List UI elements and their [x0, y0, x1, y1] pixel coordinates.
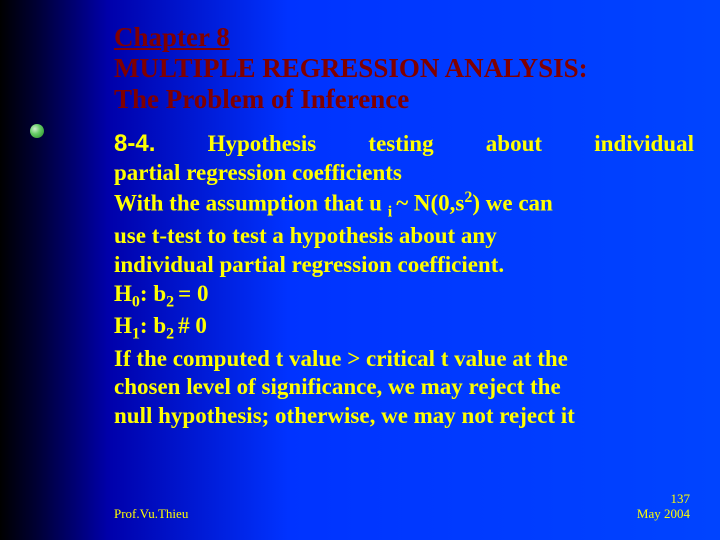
heading-part2: individual [594, 131, 694, 156]
h1-H: H [114, 313, 132, 338]
line3b: ~ N(0, [396, 190, 455, 215]
subscript-i: i [388, 203, 396, 220]
h0-H: H [114, 281, 132, 306]
h0-sub0: 0 [132, 293, 140, 310]
footer-page-number: 137 [637, 491, 690, 507]
line3a: With the assumption that u [114, 190, 388, 215]
h0-eq: = 0 [178, 281, 208, 306]
body-line-8: If the computed t value > critical t val… [114, 345, 694, 374]
body-line-2: partial regression coefficients [114, 159, 694, 188]
heading-part1: Hypothesis testing about [208, 131, 542, 156]
body-line-10: null hypothesis; otherwise, we may not r… [114, 402, 694, 431]
footer-right: 137 May 2004 [637, 491, 690, 522]
h1-sub1: 1 [132, 326, 140, 343]
title-subtitle: The Problem of Inference [114, 84, 694, 115]
slide-content: Chapter 8 MULTIPLE REGRESSION ANALYSIS: … [114, 22, 694, 431]
footer-author: Prof.Vu.Thieu [114, 506, 188, 522]
line8c: at the [507, 346, 568, 371]
h0-colon: : [140, 281, 153, 306]
section-number: 8-4. [114, 130, 155, 157]
h0-sub2: 2 [166, 293, 178, 310]
body-line-9: chosen level of significance, we may rej… [114, 373, 694, 402]
body-line-5: individual partial regression coefficien… [114, 251, 694, 280]
footer-date: May 2004 [637, 506, 690, 522]
body-text: 8-4. Hypothesis testing about individual… [114, 129, 694, 431]
line8b-emphasis: computed t value > critical t value [173, 346, 507, 371]
h1-neq: # 0 [178, 313, 207, 338]
line3c: ) we can [472, 190, 552, 215]
section-heading: 8-4. Hypothesis testing about individual [114, 129, 694, 159]
h1-sub2: 2 [166, 326, 178, 343]
h1-colon: : [140, 313, 153, 338]
body-line-4: use t-test to test a hypothesis about an… [114, 222, 694, 251]
body-line-3: With the assumption that u i ~ N(0,s2) w… [114, 188, 694, 222]
hypothesis-h0: H0: b2 = 0 [114, 280, 694, 313]
h1-beta: b [153, 313, 166, 338]
title-main: MULTIPLE REGRESSION ANALYSIS: [114, 53, 694, 84]
h0-beta: b [153, 281, 166, 306]
slide-bullet [30, 124, 44, 138]
line8a: If the [114, 346, 173, 371]
chapter-label: Chapter 8 [114, 22, 694, 53]
hypothesis-h1: H1: b2 # 0 [114, 312, 694, 345]
